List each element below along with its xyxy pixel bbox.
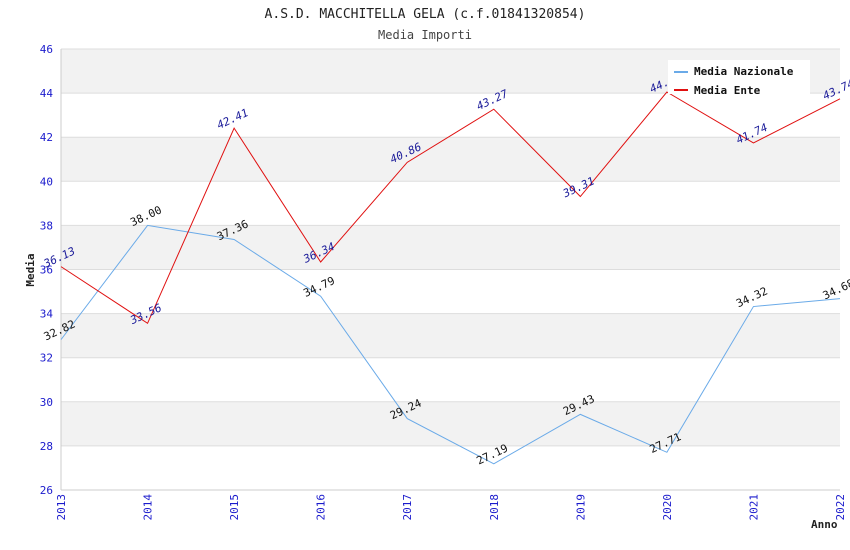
x-tick-labels: 2013 2014 2015 2016 2017 2018 2019 2020 2021 2022 [55, 494, 847, 521]
y-tick-26: 26 [40, 484, 53, 497]
y-axis-label: Media [24, 253, 37, 286]
band-38 [61, 181, 840, 226]
y-tick-36: 36 [40, 264, 53, 277]
band-34 [61, 269, 840, 314]
chart-subtitle: Media Importi [378, 28, 472, 42]
band-32 [61, 313, 840, 358]
y-tick-38: 38 [40, 219, 53, 232]
y-tick-labels: 26 28 30 32 34 36 38 40 42 44 46 [40, 43, 54, 497]
x-tick-2014: 2014 [142, 494, 155, 521]
legend: Media Nazionale Media Ente [668, 60, 810, 97]
plot-background-bands [61, 49, 840, 490]
y-tick-42: 42 [40, 131, 53, 144]
band-26 [61, 445, 840, 490]
x-tick-2019: 2019 [574, 494, 587, 521]
x-tick-2017: 2017 [401, 494, 414, 521]
band-42 [61, 93, 840, 138]
x-tick-2015: 2015 [228, 494, 241, 521]
x-tick-2021: 2021 [747, 494, 760, 521]
y-tick-34: 34 [40, 308, 54, 321]
band-28 [61, 401, 840, 446]
y-tick-40: 40 [40, 175, 53, 188]
x-tick-2018: 2018 [488, 494, 501, 521]
y-tick-28: 28 [40, 440, 53, 453]
x-tick-2020: 2020 [661, 494, 674, 521]
legend-label-media-nazionale: Media Nazionale [694, 65, 794, 78]
series-line-media-ente [60, 91, 841, 325]
x-axis-label: Anno [811, 518, 838, 531]
legend-label-media-ente: Media Ente [694, 84, 761, 97]
y-tick-32: 32 [40, 352, 53, 365]
x-tick-2013: 2013 [55, 494, 68, 521]
x-tick-2016: 2016 [315, 494, 328, 521]
x-tick-2022: 2022 [834, 494, 847, 521]
band-36 [61, 225, 840, 270]
band-40 [61, 137, 840, 182]
y-tick-30: 30 [40, 396, 53, 409]
y-tick-44: 44 [40, 87, 54, 100]
legend-box [668, 60, 810, 94]
y-tick-46: 46 [40, 43, 53, 56]
series-line-media-nazionale [60, 224, 841, 465]
chart-title: A.S.D. MACCHITELLA GELA (c.f.01841320854… [265, 7, 586, 22]
series-lines [60, 91, 841, 465]
band-30 [61, 357, 840, 402]
